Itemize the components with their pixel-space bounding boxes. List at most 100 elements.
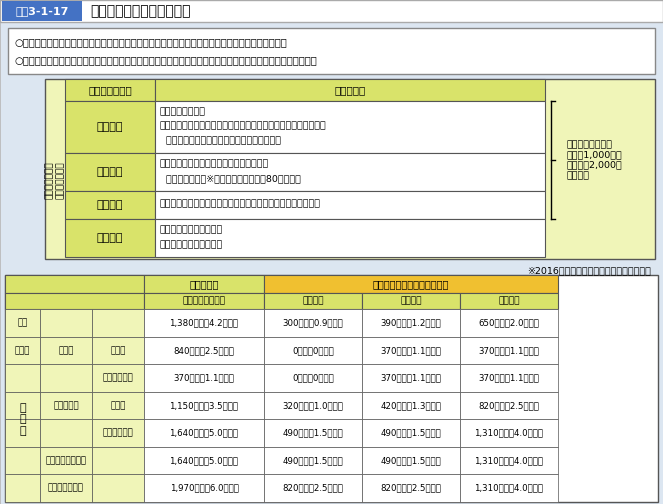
Text: 食費: 食費 (17, 319, 28, 327)
Bar (264, 337, 362, 364)
Text: 居住費: 居住費 (15, 346, 30, 355)
Text: 1,640円　（5.0万円）: 1,640円 （5.0万円） (170, 428, 239, 437)
Bar (65, 79, 155, 101)
Bar (92, 447, 144, 474)
Bar (40, 337, 92, 364)
Bar (40, 364, 92, 392)
Bar (5, 293, 144, 309)
Bar (264, 275, 558, 293)
Bar (8, 28, 655, 74)
Text: ・世帯に課税者がいる者: ・世帯に課税者がいる者 (160, 225, 223, 234)
Bar (144, 275, 264, 293)
Text: 居
住
費: 居 住 費 (19, 403, 26, 436)
Bar (5, 309, 40, 337)
Bar (460, 392, 558, 419)
Bar (362, 447, 460, 474)
Bar (264, 447, 362, 474)
Text: ユニット型個室: ユニット型個室 (48, 484, 84, 493)
Text: 490円　（1.5万円）: 490円 （1.5万円） (381, 428, 442, 437)
Bar (460, 337, 558, 364)
Bar (45, 79, 655, 259)
Bar (65, 219, 155, 257)
Bar (460, 419, 558, 447)
Bar (92, 474, 144, 502)
Bar (5, 474, 40, 502)
Bar (362, 293, 460, 309)
Text: 490円　（1.5万円）: 490円 （1.5万円） (282, 428, 343, 437)
Bar (5, 419, 40, 447)
Text: 1,310円　（4.0万円）: 1,310円 （4.0万円） (475, 484, 544, 493)
Bar (0, 0, 663, 22)
Text: 特養等: 特養等 (110, 346, 126, 355)
Bar (264, 309, 362, 337)
Bar (5, 392, 40, 419)
Bar (40, 392, 92, 419)
Text: 第３段階: 第３段階 (97, 200, 123, 210)
Bar (144, 419, 264, 447)
Text: ○標準的な費用の額（基準費用額）と負担限度額との差額を介護保険から特定入所者介護サービス費として給付: ○標準的な費用の額（基準費用額）と負担限度額との差額を介護保険から特定入所者介護… (14, 55, 317, 65)
Text: 820円　（2.5万円）: 820円 （2.5万円） (282, 484, 343, 493)
Text: 第１段階: 第１段階 (97, 122, 123, 132)
Bar (40, 419, 92, 447)
Bar (65, 191, 155, 219)
Text: 老健・療養等: 老健・療養等 (103, 428, 133, 437)
Text: かつ、預貯金等が
単身で1,000万円
（夫婦で2,000万
円）以下: かつ、預貯金等が 単身で1,000万円 （夫婦で2,000万 円）以下 (566, 140, 622, 180)
Bar (40, 447, 92, 474)
Text: 390円　（1.2万円）: 390円 （1.2万円） (381, 319, 442, 327)
Text: ・世帯全員が市町村民税非課税であって、第２段階該当者以外: ・世帯全員が市町村民税非課税であって、第２段階該当者以外 (160, 200, 321, 209)
Bar (362, 337, 460, 364)
Text: 第２段階: 第２段階 (97, 167, 123, 177)
Bar (144, 337, 264, 364)
Bar (144, 392, 264, 419)
Text: ユニット型準個室: ユニット型準個室 (46, 456, 86, 465)
Bar (155, 79, 545, 101)
Bar (92, 392, 144, 419)
Bar (362, 474, 460, 502)
Text: 第２段階: 第２段階 (400, 296, 422, 305)
Bar (155, 153, 545, 191)
Bar (5, 447, 40, 474)
Text: 負担限度額（日額（月額））: 負担限度額（日額（月額）） (373, 279, 450, 289)
Bar (5, 337, 40, 364)
Text: ・市町村民税本人課税者: ・市町村民税本人課税者 (160, 240, 223, 249)
Text: 多床室: 多床室 (58, 346, 74, 355)
Bar (264, 293, 362, 309)
Text: ・世帯（世帯を分離している配偶者を含む。以下同じ。）全員が: ・世帯（世帯を分離している配偶者を含む。以下同じ。）全員が (160, 122, 327, 131)
Bar (460, 293, 558, 309)
Text: 1,640円　（5.0万円）: 1,640円 （5.0万円） (170, 456, 239, 465)
Text: ・生活保護受給者: ・生活保護受給者 (160, 107, 206, 116)
Bar (144, 474, 264, 502)
Text: 特定入所者介護サービス費: 特定入所者介護サービス費 (90, 4, 190, 18)
Text: 370円　（1.1万円）: 370円 （1.1万円） (479, 373, 540, 383)
Text: 年金収入金額（※）＋合計所得金額が80万円以下: 年金収入金額（※）＋合計所得金額が80万円以下 (160, 174, 301, 183)
Bar (92, 337, 144, 364)
Text: 370円　（1.1万円）: 370円 （1.1万円） (479, 346, 540, 355)
Text: 1,150円　（3.5万円）: 1,150円 （3.5万円） (170, 401, 239, 410)
Text: 第１段階: 第１段階 (302, 296, 324, 305)
Bar (5, 275, 144, 293)
Bar (40, 474, 92, 502)
Text: 370円　（1.1万円）: 370円 （1.1万円） (381, 346, 442, 355)
Bar (144, 309, 264, 337)
Bar (92, 364, 144, 392)
Bar (362, 419, 460, 447)
Text: 負担軽減の対象
となる低所得者: 負担軽減の対象 となる低所得者 (45, 161, 65, 199)
Text: 490円　（1.5万円）: 490円 （1.5万円） (282, 456, 343, 465)
Text: 370円　（1.1万円）: 370円 （1.1万円） (174, 373, 235, 383)
Bar (460, 447, 558, 474)
Text: 0円　（0万円）: 0円 （0万円） (292, 346, 334, 355)
Text: 1,310円　（4.0万円）: 1,310円 （4.0万円） (475, 456, 544, 465)
Text: 第４段階: 第４段階 (97, 233, 123, 243)
Bar (144, 293, 264, 309)
Bar (362, 392, 460, 419)
Text: （日額（月額））: （日額（月額）） (182, 296, 225, 305)
Bar (460, 474, 558, 502)
Text: 基準費用額: 基準費用額 (190, 279, 219, 289)
Text: 主な対象者: 主な対象者 (334, 85, 365, 95)
Text: ○食費・居住費について、利用者負担第１～第３段階の方を対象に、所得に応じた負担限度額を設定: ○食費・居住費について、利用者負担第１～第３段階の方を対象に、所得に応じた負担限… (14, 37, 287, 47)
Text: 650円　（2.0万円）: 650円 （2.0万円） (479, 319, 540, 327)
Bar (460, 309, 558, 337)
Bar (460, 364, 558, 392)
Bar (264, 364, 362, 392)
Bar (362, 309, 460, 337)
